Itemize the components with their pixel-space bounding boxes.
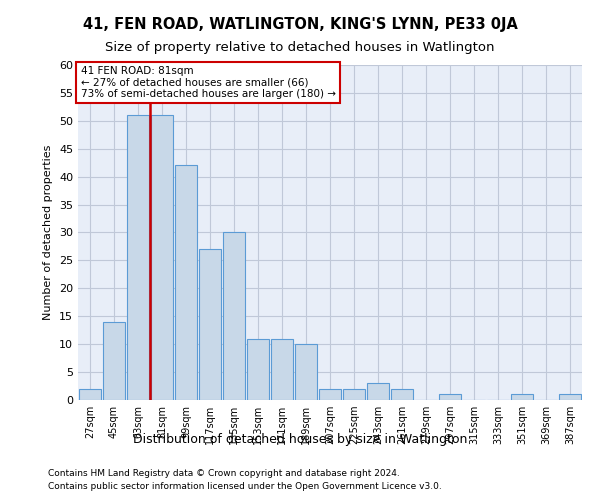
Bar — [127, 115, 149, 400]
Bar — [511, 394, 533, 400]
Bar — [271, 338, 293, 400]
Text: 41 FEN ROAD: 81sqm
← 27% of detached houses are smaller (66)
73% of semi-detache: 41 FEN ROAD: 81sqm ← 27% of detached hou… — [80, 66, 335, 99]
Bar — [79, 389, 101, 400]
Bar — [199, 249, 221, 400]
Bar — [295, 344, 317, 400]
Text: Contains HM Land Registry data © Crown copyright and database right 2024.: Contains HM Land Registry data © Crown c… — [48, 468, 400, 477]
Bar — [319, 389, 341, 400]
Bar — [343, 389, 365, 400]
Text: Size of property relative to detached houses in Watlington: Size of property relative to detached ho… — [105, 41, 495, 54]
Text: Contains public sector information licensed under the Open Government Licence v3: Contains public sector information licen… — [48, 482, 442, 491]
Bar — [151, 115, 173, 400]
Bar — [367, 383, 389, 400]
Bar — [559, 394, 581, 400]
Bar — [175, 166, 197, 400]
Y-axis label: Number of detached properties: Number of detached properties — [43, 145, 53, 320]
Text: Distribution of detached houses by size in Watlington: Distribution of detached houses by size … — [133, 432, 467, 446]
Bar — [103, 322, 125, 400]
Bar — [439, 394, 461, 400]
Bar — [247, 338, 269, 400]
Text: 41, FEN ROAD, WATLINGTON, KING'S LYNN, PE33 0JA: 41, FEN ROAD, WATLINGTON, KING'S LYNN, P… — [83, 18, 517, 32]
Bar — [391, 389, 413, 400]
Bar — [223, 232, 245, 400]
